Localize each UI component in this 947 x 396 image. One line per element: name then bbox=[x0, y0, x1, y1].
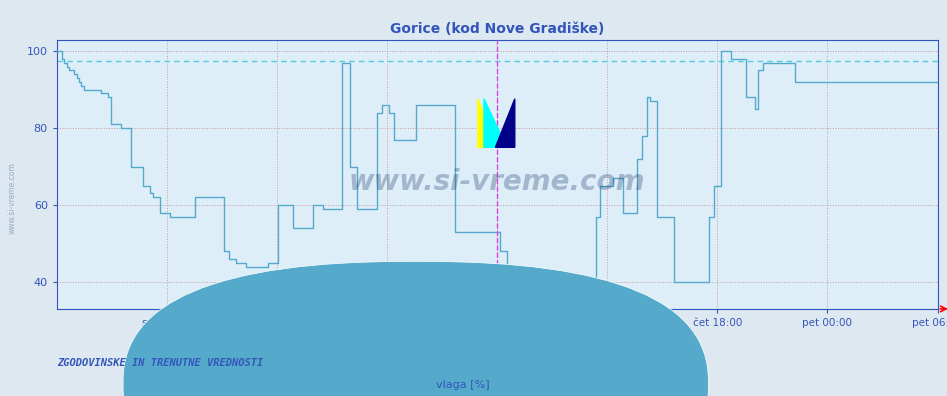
Text: vlaga [%]: vlaga [%] bbox=[436, 380, 490, 390]
Text: www.si-vreme.com: www.si-vreme.com bbox=[8, 162, 17, 234]
Polygon shape bbox=[478, 99, 497, 147]
Text: ZGODOVINSKE IN TRENUTNE VREDNOSTI: ZGODOVINSKE IN TRENUTNE VREDNOSTI bbox=[57, 358, 263, 368]
Title: Gorice (kod Nove Gradiške): Gorice (kod Nove Gradiške) bbox=[390, 22, 604, 36]
Text: www.si-vreme.com: www.si-vreme.com bbox=[348, 168, 646, 196]
Polygon shape bbox=[484, 99, 507, 147]
Polygon shape bbox=[495, 99, 515, 147]
